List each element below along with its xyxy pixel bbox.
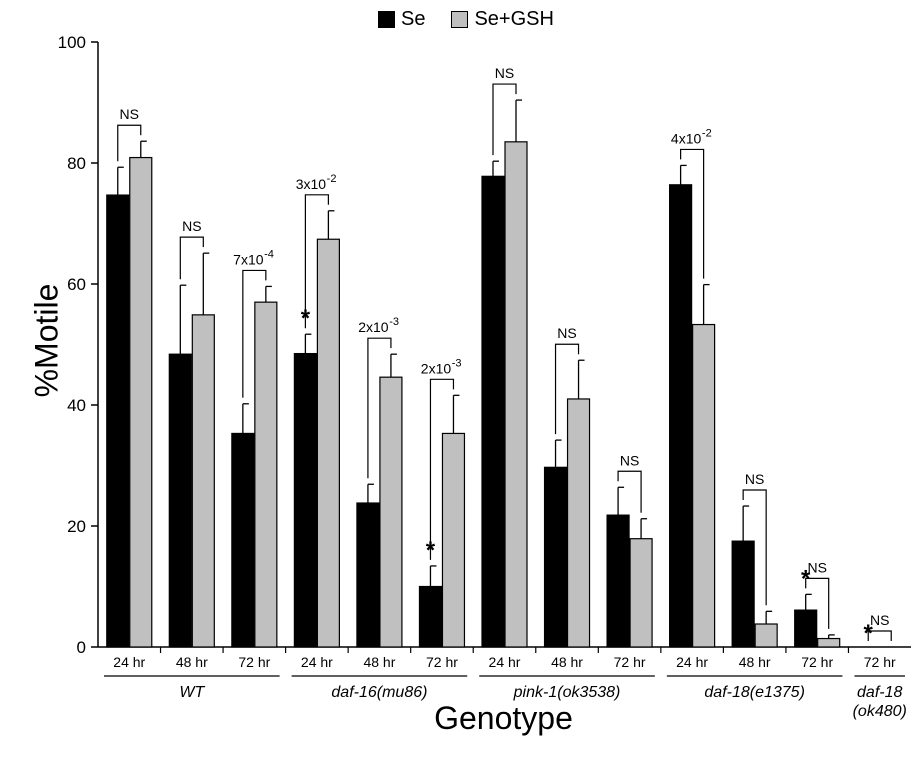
x-tick-label: 24 hr bbox=[113, 654, 145, 670]
legend-swatch-se bbox=[378, 11, 395, 28]
significance-exponent: -2 bbox=[327, 173, 337, 185]
significance-label: NS bbox=[495, 65, 514, 81]
significance-bracket bbox=[429, 378, 455, 560]
significance-label: NS bbox=[870, 612, 889, 628]
significance-asterisk: * bbox=[864, 620, 874, 647]
significance-label: 7x10 bbox=[233, 251, 264, 267]
significance-bracket bbox=[179, 236, 204, 280]
x-tick-label: 72 hr bbox=[426, 654, 458, 670]
x-tick-label: 48 hr bbox=[739, 654, 771, 670]
chart-legend: Se Se+GSH bbox=[378, 8, 580, 31]
significance-exponent: -4 bbox=[264, 248, 274, 260]
y-tick-label: 0 bbox=[77, 638, 86, 657]
significance-label: NS bbox=[557, 325, 576, 341]
bar-se bbox=[669, 184, 693, 648]
x-tick-label: 72 hr bbox=[801, 654, 833, 670]
group-label: WT bbox=[179, 684, 205, 701]
significance-bracket bbox=[242, 269, 267, 398]
x-axis-title: Genotype bbox=[434, 700, 573, 736]
x-tick-label: 72 hr bbox=[238, 654, 270, 670]
bar-se bbox=[231, 432, 255, 648]
x-tick-label: 24 hr bbox=[301, 654, 333, 670]
significance-label: NS bbox=[182, 218, 201, 234]
significance-bracket bbox=[117, 124, 142, 162]
group-label: daf-18 bbox=[857, 684, 902, 701]
y-tick-label: 100 bbox=[58, 33, 86, 52]
significance-asterisk: * bbox=[301, 305, 311, 332]
significance-bracket bbox=[367, 337, 392, 479]
bar-se-gsh bbox=[379, 376, 403, 648]
significance-exponent: -3 bbox=[452, 357, 462, 369]
group-label: daf-16(mu86) bbox=[331, 684, 427, 701]
bar-se bbox=[543, 466, 568, 648]
significance-label: 2x10 bbox=[358, 319, 389, 335]
significance-bracket bbox=[304, 194, 329, 329]
bar-se bbox=[794, 609, 818, 648]
x-tick-label: 24 hr bbox=[489, 654, 521, 670]
bar-se-gsh bbox=[754, 623, 778, 648]
bar-se bbox=[168, 353, 192, 648]
y-tick-label: 60 bbox=[67, 275, 86, 294]
bar-se bbox=[106, 194, 130, 648]
significance-bracket bbox=[680, 148, 705, 279]
bar-se bbox=[481, 175, 505, 648]
x-tick-label: 48 hr bbox=[176, 654, 208, 670]
significance-bracket bbox=[617, 470, 642, 513]
significance-label: 2x10 bbox=[421, 360, 452, 376]
group-label: daf-18(e1375) bbox=[704, 684, 805, 701]
legend-label-se-gsh: Se+GSH bbox=[474, 8, 554, 30]
bar-se-gsh bbox=[441, 432, 466, 648]
legend-label-se: Se bbox=[401, 8, 426, 30]
significance-bracket bbox=[867, 630, 892, 641]
group-label: pink-1(ok3538) bbox=[513, 684, 621, 701]
bar-se-gsh bbox=[129, 156, 153, 648]
y-tick-label: 20 bbox=[67, 517, 86, 536]
legend-item-se-gsh: Se+GSH bbox=[451, 8, 554, 31]
significance-asterisk: * bbox=[801, 565, 811, 592]
x-axis-title-wrap: Genotype bbox=[0, 700, 911, 737]
significance-label: NS bbox=[807, 559, 826, 575]
legend-swatch-se-gsh bbox=[451, 11, 469, 28]
x-tick-label: 72 hr bbox=[864, 654, 896, 670]
significance-bracket bbox=[554, 343, 580, 435]
bar-se bbox=[356, 502, 380, 648]
significance-exponent: -2 bbox=[702, 127, 712, 139]
significance-bracket bbox=[742, 489, 767, 606]
bar-se bbox=[606, 514, 630, 648]
bar-se-gsh bbox=[316, 238, 340, 648]
significance-bracket bbox=[492, 83, 517, 156]
significance-label: 4x10 bbox=[671, 130, 702, 146]
x-tick-label: 48 hr bbox=[551, 654, 583, 670]
bar-se-gsh bbox=[504, 141, 528, 648]
significance-exponent: -3 bbox=[389, 316, 399, 328]
significance-asterisk: * bbox=[426, 537, 436, 564]
significance-bracket bbox=[805, 577, 830, 629]
significance-label: NS bbox=[620, 452, 639, 468]
significance-label: NS bbox=[120, 106, 139, 122]
y-tick-label: 80 bbox=[67, 154, 86, 173]
significance-label: NS bbox=[745, 471, 764, 487]
legend-item-se: Se bbox=[378, 8, 425, 31]
significance-label: 3x10 bbox=[296, 176, 327, 192]
x-tick-label: 48 hr bbox=[363, 654, 395, 670]
group-label: (ok480) bbox=[853, 703, 907, 720]
bar-se-gsh bbox=[692, 323, 716, 648]
bar-se-gsh bbox=[629, 538, 653, 648]
bar-se bbox=[293, 352, 317, 648]
bar-se bbox=[418, 585, 443, 648]
bar-se-gsh bbox=[191, 314, 215, 648]
bar-se bbox=[731, 540, 755, 648]
bar-se-gsh bbox=[817, 637, 841, 648]
y-tick-label: 40 bbox=[67, 396, 86, 415]
x-tick-label: 72 hr bbox=[614, 654, 646, 670]
bar-se-gsh bbox=[254, 301, 278, 648]
x-tick-label: 24 hr bbox=[676, 654, 708, 670]
bar-se-gsh bbox=[566, 398, 591, 648]
y-axis-title: %Motile bbox=[28, 283, 65, 398]
